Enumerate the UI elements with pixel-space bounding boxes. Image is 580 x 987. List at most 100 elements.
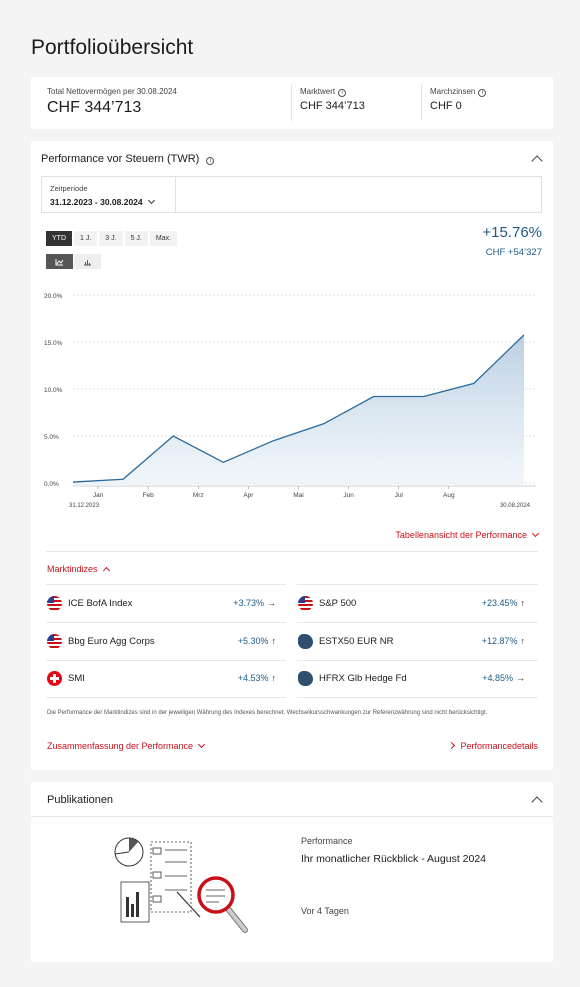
index-value: +3.73% → [233, 598, 276, 608]
divider [297, 584, 538, 585]
bar-chart-view-button[interactable] [74, 254, 101, 269]
line-chart-view-button[interactable] [46, 254, 73, 269]
trend-right-icon: → [267, 598, 276, 608]
range-3y-button[interactable]: 3 J. [99, 231, 123, 246]
divider [31, 816, 553, 817]
index-value: +12.87% ↑ [481, 636, 526, 646]
period-value: 31.12.2023 - 30.08.2024 [50, 196, 155, 207]
x-tick-label: Jun [343, 492, 354, 499]
performance-summary-link[interactable]: Zusammenfassung der Performance [47, 740, 206, 751]
globe-icon [298, 671, 313, 686]
x-tick-label: Feb [143, 492, 155, 499]
performance-title-text: Performance vor Steuern (TWR) [41, 153, 200, 165]
us-flag-icon [47, 596, 62, 611]
index-bbg-euro-agg[interactable]: Bbg Euro Agg Corps [47, 634, 155, 649]
chevron-right-icon [448, 741, 456, 750]
market-label: Marktwert [300, 87, 336, 96]
chevron-down-icon [198, 740, 206, 749]
interest-label: Marchzinsen [430, 87, 476, 96]
trend-up-icon: ↑ [520, 636, 526, 646]
y-tick-label: 5.0% [44, 434, 59, 441]
chevron-down-icon [147, 196, 155, 205]
us-flag-icon [47, 634, 62, 649]
total-label: Total Nettovermögen per 30.08.2024 [47, 87, 177, 96]
indices-footnote: Die Performance der Marktindizes sind in… [47, 710, 488, 716]
y-tick-label: 10.0% [44, 387, 63, 394]
line-chart-icon [55, 258, 64, 265]
divider [297, 660, 538, 661]
range-5y-button[interactable]: 5 J. [124, 231, 148, 246]
table-view-link[interactable]: Tabellenansicht der Performance [395, 529, 540, 540]
bar-chart-icon [84, 259, 91, 265]
accrued-interest: Marchzinsen i CHF 0 [430, 87, 487, 112]
total-value: CHF 344’713 [47, 99, 142, 116]
market-value-amount: CHF 344’713 [300, 100, 365, 112]
return-percent: +15.76% [482, 224, 542, 241]
x-tick-label: Jan [93, 492, 104, 499]
trend-up-icon: ↑ [520, 598, 526, 608]
publication-title-link[interactable]: Ihr monatlicher Rückblick - August 2024 [301, 853, 487, 865]
divider [421, 85, 422, 121]
report-magnifier-illustration [114, 837, 248, 933]
performance-card: Performance vor Steuern (TWR) i Zeitperio… [31, 141, 553, 770]
index-hfrx[interactable]: HFRX Glb Hedge Fd [298, 671, 407, 686]
performance-chart: 20.0% 15.0% 10.0% 5.0% 0.0% Jan Feb Mrz Apr Mai Ju… [44, 293, 536, 509]
y-tick-label: 15.0% [44, 340, 63, 347]
divider [46, 584, 286, 585]
index-value: +5.30% ↑ [237, 636, 277, 646]
performance-title: Performance vor Steuern (TWR) i [41, 153, 215, 165]
x-tick-label: Jul [395, 492, 404, 499]
divider [297, 622, 538, 623]
range-max-button[interactable]: Max. [149, 231, 178, 246]
range-1y-button[interactable]: 1 J. [74, 231, 98, 246]
chevron-down-icon [531, 529, 540, 538]
publications-title: Publikationen [47, 794, 114, 806]
index-value: +23.45% ↑ [481, 598, 526, 608]
y-tick-label: 20.0% [44, 293, 63, 300]
index-sp500[interactable]: S&P 500 [298, 596, 356, 611]
info-icon[interactable]: i [478, 89, 487, 97]
period-label: Zeitperiode [50, 184, 88, 193]
divider [297, 697, 538, 698]
divider [46, 622, 286, 623]
us-flag-icon [298, 596, 313, 611]
x-start-label: 31.12.2023 [69, 503, 100, 509]
x-tick-label: Apr [243, 492, 254, 499]
chart-area [73, 334, 524, 486]
index-estx50[interactable]: ESTX50 EUR NR [298, 634, 393, 649]
series-line [72, 334, 525, 483]
publication-category: Performance [301, 836, 353, 846]
index-value: +4.53% ↑ [237, 673, 277, 683]
publications-card: Publikationen Performance Ihr monatliche… [31, 782, 553, 962]
view-toggle [46, 254, 102, 269]
period-selector[interactable]: Zeitperiode 31.12.2023 - 30.08.2024 [41, 176, 542, 213]
index-value: +4.85% → [482, 673, 525, 683]
swiss-flag-icon [47, 671, 62, 686]
chevron-up-icon [102, 566, 110, 575]
market-indices-toggle[interactable]: Marktindizes [47, 564, 110, 575]
collapse-chevron-icon[interactable] [531, 155, 543, 167]
y-tick-label: 0.0% [44, 481, 59, 488]
index-smi[interactable]: SMI [47, 671, 85, 686]
range-buttons: YTD 1 J. 3 J. 5 J. Max. [46, 231, 179, 246]
publication-date: Vor 4 Tagen [301, 906, 349, 916]
globe-icon [298, 634, 313, 649]
x-tick-label: Mai [293, 492, 303, 499]
trend-up-icon: ↑ [271, 673, 277, 683]
trend-up-icon: ↑ [271, 636, 277, 646]
info-icon[interactable]: i [206, 157, 215, 165]
x-tick-label: Mrz [193, 492, 204, 499]
trend-right-icon: → [516, 673, 525, 683]
x-end-label: 30.08.2024 [500, 503, 531, 509]
summary-card: Total Nettovermögen per 30.08.2024 CHF 3… [31, 77, 553, 129]
performance-details-link[interactable]: Performancedetails [448, 741, 538, 751]
divider [46, 697, 286, 698]
info-icon[interactable]: i [338, 89, 347, 97]
market-value: Marktwert i CHF 344’713 [300, 87, 365, 112]
range-ytd-button[interactable]: YTD [46, 231, 72, 246]
divider [46, 660, 286, 661]
total-net-assets: Total Nettovermögen per 30.08.2024 CHF 3… [47, 87, 177, 117]
divider [291, 85, 292, 121]
collapse-chevron-icon[interactable] [531, 796, 543, 808]
index-ice-bofa[interactable]: ICE BofA Index [47, 596, 132, 611]
